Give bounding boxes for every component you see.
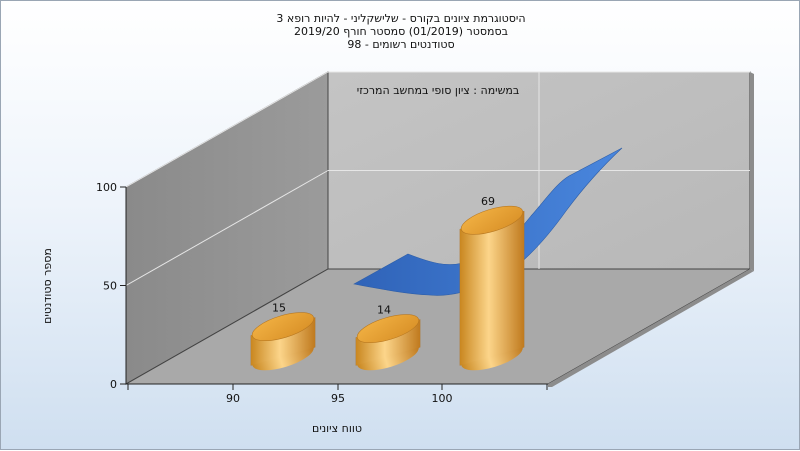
y-tick-label: 0 <box>110 378 117 391</box>
bar-90: 15 <box>250 301 316 371</box>
bar-top <box>356 314 420 343</box>
gridline-left-wall <box>125 71 329 188</box>
back-wall-edge <box>750 72 754 271</box>
chart-title-line-1: היסטוגרמת ציונים בקורס - שלישקליני - להי… <box>276 12 526 25</box>
bar-face <box>460 211 524 366</box>
bar-95: 14 <box>355 303 421 371</box>
annotation: במשימה : ציון סופי במחשב המרכזי <box>357 84 520 97</box>
data-label: 15 <box>272 301 286 314</box>
x-tick-label: 95 <box>331 392 345 405</box>
x-tick-label: 90 <box>226 392 240 405</box>
y-tick-label: 50 <box>103 280 117 293</box>
gridline-left-wall <box>125 170 329 286</box>
chart-title-line-3: סטודנטים רשומים - 98 <box>347 38 455 51</box>
data-label: 14 <box>377 303 391 316</box>
x-tick-label: 100 <box>432 392 453 405</box>
bar-100: 69 <box>459 195 525 371</box>
bar-top <box>251 312 315 342</box>
y-tick-label: 100 <box>96 181 117 194</box>
floor-edge <box>548 269 754 387</box>
chart-title-line-2: בסמסטר (01/2019) סמסטר חורף 2019/20 <box>294 25 508 38</box>
y-axis-title: מספר סטודנטים <box>41 248 54 324</box>
x-axis-title: טווח ציונים <box>312 422 362 435</box>
data-label: 69 <box>481 195 495 208</box>
bar-top <box>460 205 524 235</box>
